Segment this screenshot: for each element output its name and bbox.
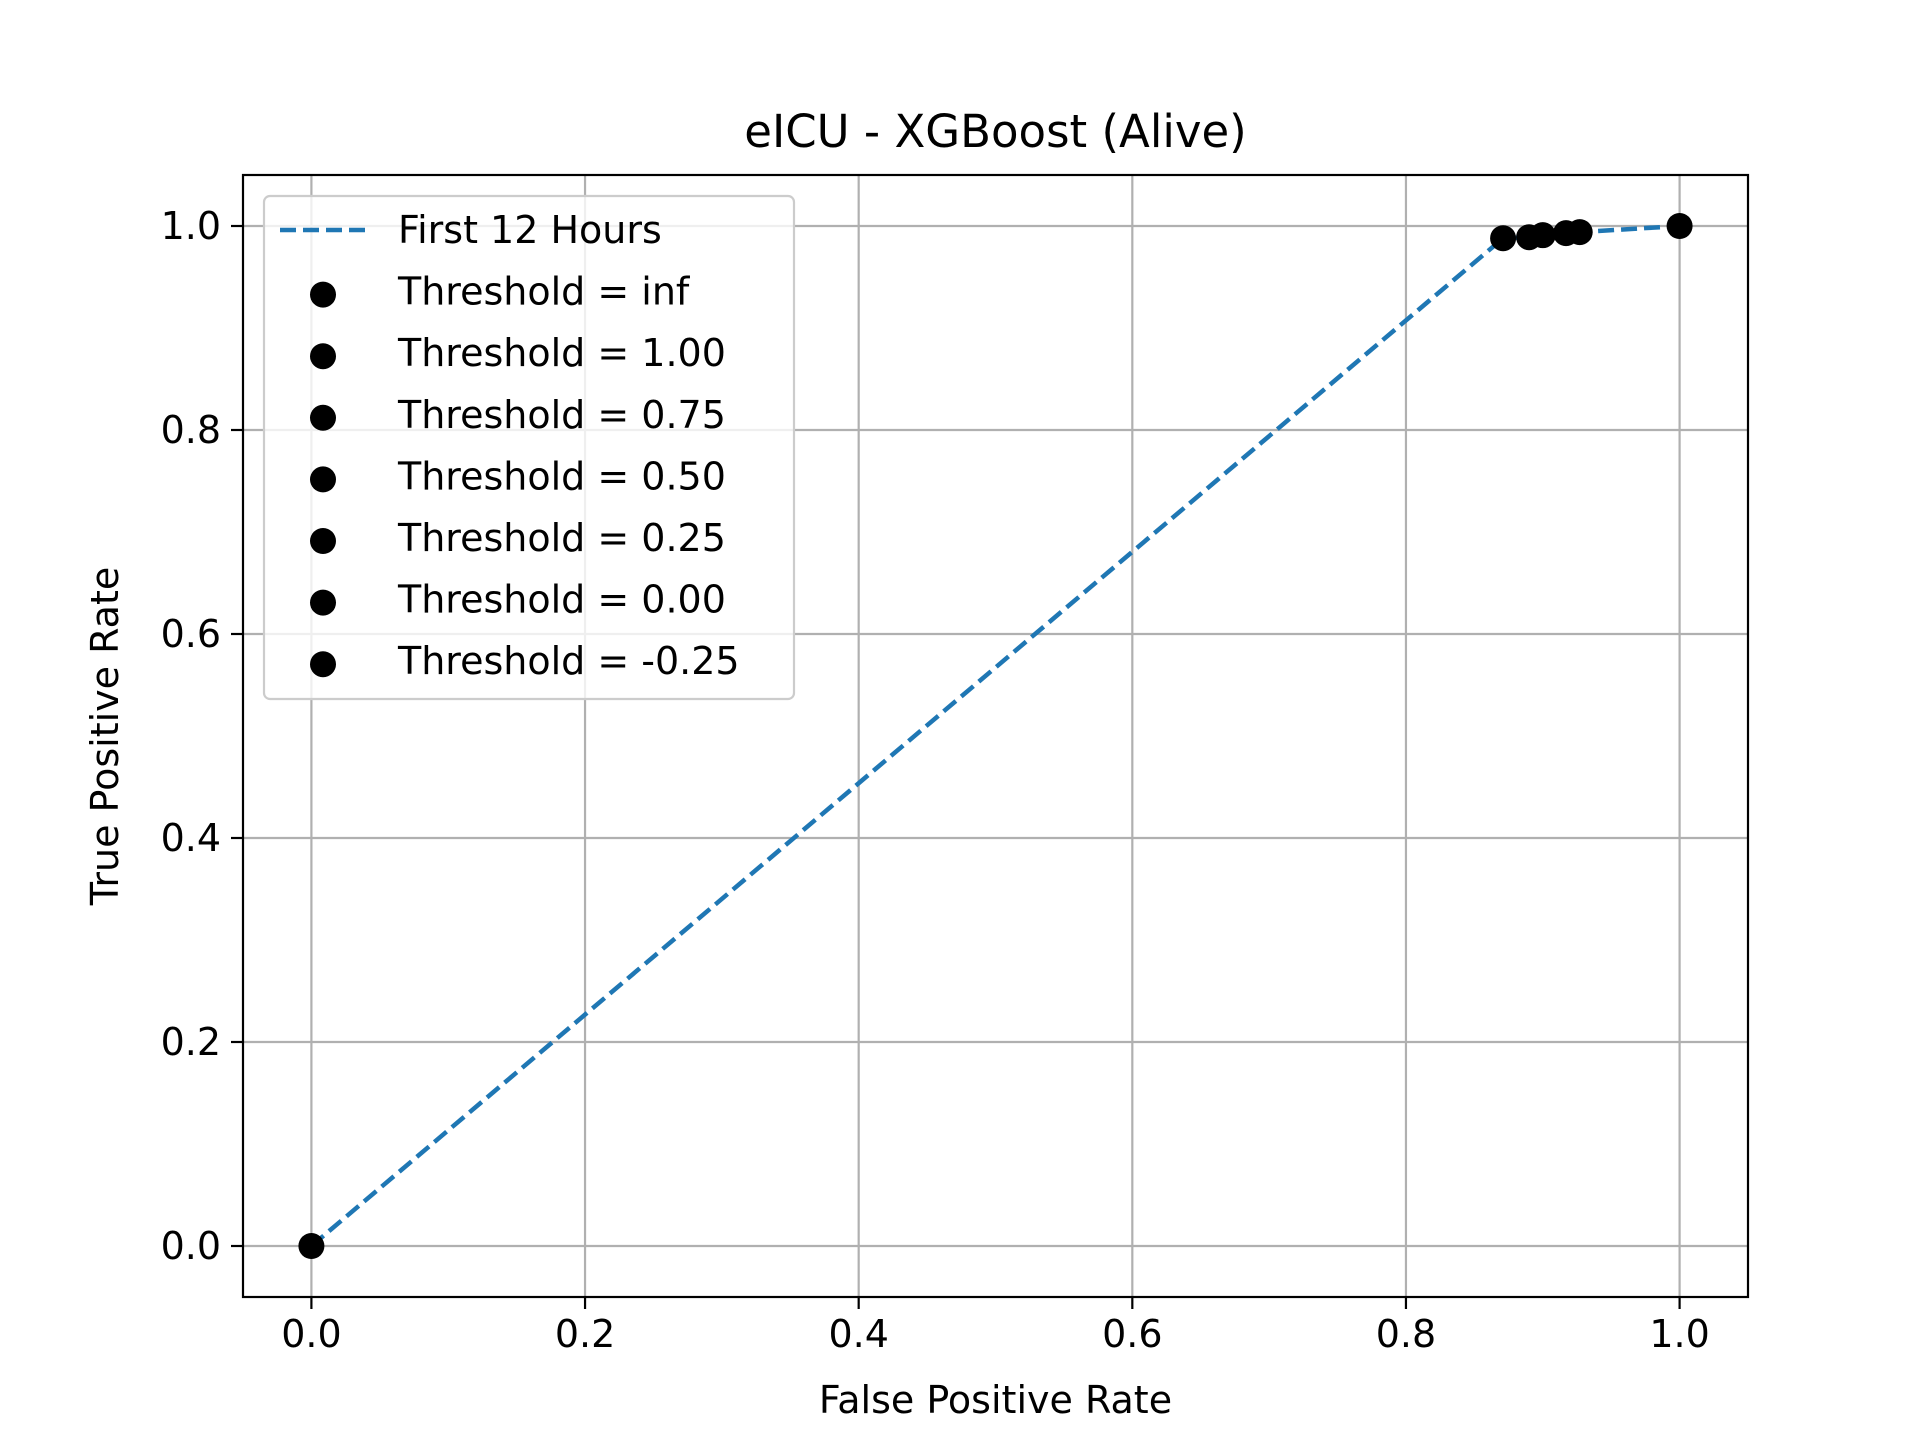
y-tick-label: 0.0 — [161, 1224, 221, 1268]
x-tick-label: 0.8 — [1376, 1312, 1436, 1356]
x-tick-label: 0.2 — [555, 1312, 615, 1356]
x-tick-label: 0.4 — [828, 1312, 888, 1356]
threshold-point — [1566, 219, 1593, 246]
legend-box — [262, 194, 796, 701]
threshold-point — [1666, 213, 1693, 239]
legend-label: Threshold = 0.25 — [397, 516, 726, 560]
chart-title: eICU - XGBoost (Alive) — [744, 105, 1246, 158]
legend-dot-swatch — [310, 404, 336, 431]
legend-label: Threshold = inf — [397, 270, 691, 314]
threshold-points — [298, 213, 1693, 1259]
legend-dot-swatch — [310, 589, 336, 616]
axis-ticks: 0.0 0.2 0.4 0.6 0.8 1.0 0.0 0.2 0.4 0.6 0.8 1.0 — [161, 204, 1710, 1356]
legend-dot-swatch — [310, 528, 336, 554]
y-tick-label: 0.6 — [161, 612, 221, 656]
x-axis-label: False Positive Rate — [819, 1378, 1172, 1422]
legend-dot-swatch — [310, 466, 336, 493]
legend-dot-swatch — [310, 343, 336, 370]
threshold-point — [1490, 225, 1517, 252]
legend-label: Threshold = 0.50 — [397, 454, 726, 498]
legend-dot-swatch — [310, 281, 336, 308]
threshold-point — [1529, 222, 1556, 249]
y-tick-label: 0.2 — [161, 1020, 221, 1064]
y-tick-label: 0.8 — [161, 408, 221, 452]
legend: First 12 Hours Threshold = inf Threshold =… — [262, 194, 796, 701]
x-tick-label: 0.0 — [281, 1312, 341, 1356]
legend-label: Threshold = 0.75 — [397, 393, 726, 437]
legend-label: First 12 Hours — [398, 208, 662, 252]
y-tick-label: 0.4 — [161, 816, 221, 860]
y-axis-label: True Positive Rate — [83, 567, 127, 907]
plot-frame — [241, 173, 1750, 1299]
x-tick-label: 1.0 — [1649, 1312, 1709, 1356]
threshold-point — [298, 1233, 325, 1259]
legend-dot-swatch — [310, 651, 336, 678]
legend-label: Threshold = 0.00 — [397, 578, 726, 622]
y-tick-label: 1.0 — [161, 204, 221, 248]
legend-label: Threshold = -0.25 — [397, 639, 740, 683]
legend-label: Threshold = 1.00 — [397, 331, 726, 375]
x-tick-label: 0.6 — [1102, 1312, 1162, 1356]
